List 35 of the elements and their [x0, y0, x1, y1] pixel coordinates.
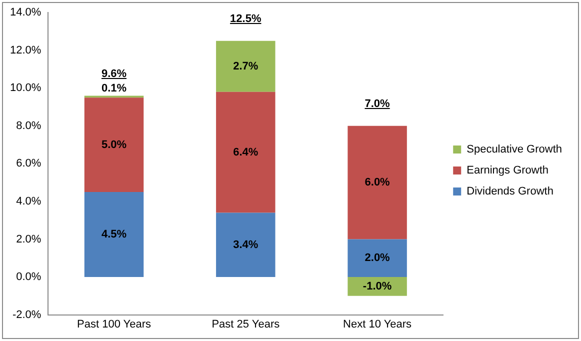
bar: [84, 98, 144, 192]
y-tick-label: 2.0%: [16, 233, 42, 246]
total-label: 12.5%: [230, 12, 262, 25]
data-label: -1.0%: [362, 280, 392, 292]
data-label: 2.7%: [233, 60, 258, 72]
bar: [348, 277, 407, 296]
x-tick-label: Past 100 Years: [77, 318, 152, 330]
data-label: 4.5%: [101, 228, 127, 241]
bar: [216, 40, 276, 92]
x-tick-label: Next 10 Years: [343, 318, 412, 330]
bar: [216, 92, 276, 213]
y-tick-label: 6.0%: [16, 158, 42, 170]
y-tick-label: 0.0%: [16, 271, 42, 284]
legend-label: Speculative Growth: [466, 144, 562, 156]
total-label: 7.0%: [364, 98, 390, 110]
data-label: 2.0%: [364, 252, 390, 264]
y-tick-label: -2.0%: [12, 308, 42, 321]
y-tick-label: 10.0%: [10, 82, 42, 94]
data-label: 0.1%: [101, 82, 127, 95]
bar: [348, 126, 407, 240]
y-tick-label: 8.0%: [16, 120, 42, 132]
data-label: 6.0%: [364, 176, 390, 189]
bar: [216, 212, 276, 278]
total-label: 9.6%: [101, 68, 127, 80]
legend-label: Earnings Growth: [466, 164, 549, 177]
data-label: 3.4%: [233, 238, 258, 251]
x-tick-label: Past 25 Years: [212, 318, 280, 330]
y-tick-label: 4.0%: [16, 196, 42, 208]
bar: [84, 192, 144, 278]
data-label: 6.4%: [233, 146, 258, 158]
data-label: 5.0%: [101, 138, 127, 151]
y-tick-label: 12.0%: [10, 44, 42, 56]
legend-label: Dividends Growth: [466, 186, 554, 198]
bar: [348, 239, 407, 278]
y-tick-label: 14.0%: [10, 6, 42, 19]
